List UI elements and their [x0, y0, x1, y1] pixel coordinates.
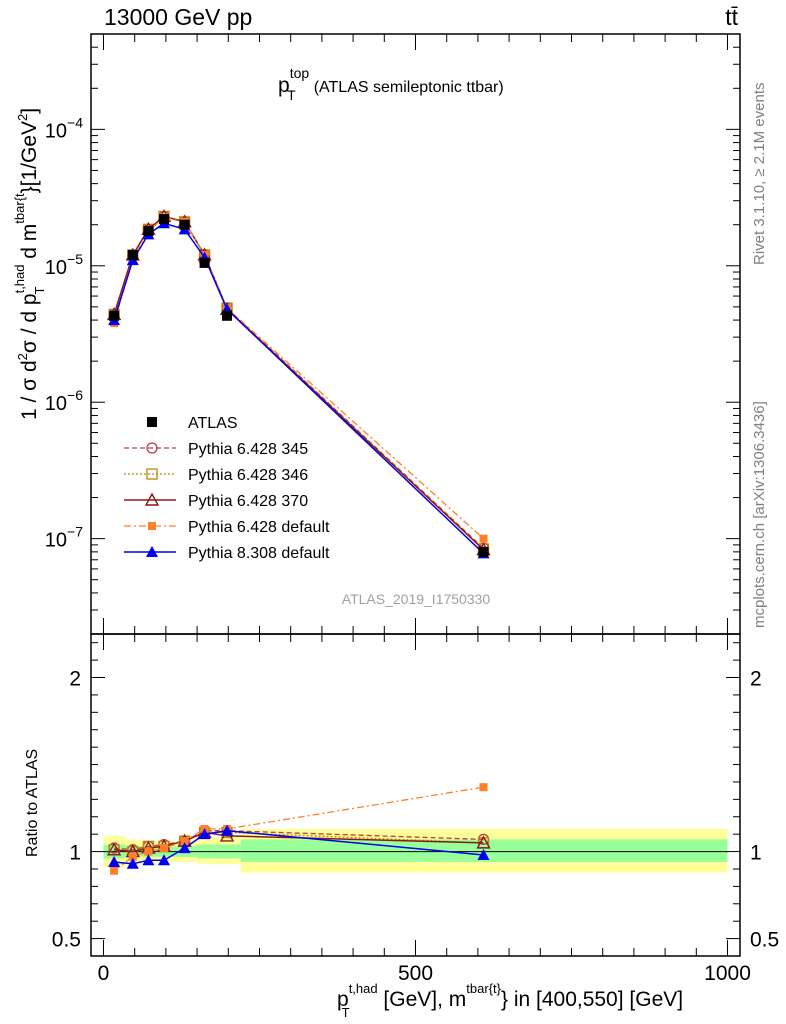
- main-point-atlas-6: [222, 310, 233, 321]
- ratio-series-group: [106, 783, 491, 875]
- main-point-atlas-0: [109, 310, 120, 321]
- rivet-version-text: Rivet 3.1.10, ≥ 2.1M events: [751, 83, 768, 266]
- main-y-tick-label-0: 10−7: [45, 524, 83, 552]
- page-header-right: tt̄: [725, 4, 738, 30]
- ratio-point-p6def-1: [128, 852, 137, 861]
- legend-item-p6def: Pythia 6.428 default: [124, 519, 330, 536]
- main-axis-ticks: 10−7 10−6 10−5 10−4: [45, 33, 740, 635]
- main-point-p6def-7: [479, 534, 488, 543]
- legend-marker-p8def: [146, 546, 158, 557]
- x-tick-label-0: 0: [98, 962, 110, 985]
- legend-marker-p345: [146, 442, 158, 454]
- legend-item-atlas: ATLAS: [147, 415, 238, 432]
- main-chart-title: ptop T (ATLAS semileptonic ttbar): [278, 65, 504, 103]
- legend-marker-p6def: [148, 522, 156, 530]
- ratio-point-p8def-2: [142, 854, 155, 866]
- ratio-point-p8def-6: [221, 824, 234, 836]
- legend-label-p345: Pythia 6.428 345: [188, 441, 308, 458]
- ratio-point-p8def-3: [158, 854, 171, 866]
- legend-label-p370: Pythia 6.428 370: [188, 493, 308, 510]
- legend-item-p345: Pythia 6.428 345: [124, 441, 308, 458]
- main-y-tick-label-1: 10−6: [45, 387, 83, 415]
- ratio-point-p6def-3: [160, 844, 169, 853]
- ratio-point-p6def-7: [479, 783, 488, 792]
- ratio-y-axis-label: Ratio to ATLAS: [24, 749, 41, 857]
- ratio-y-tick-label-left-2: 2: [69, 668, 81, 691]
- legend: ATLAS Pythia 6.428 345 Pythia 6.428 346 Pyt…: [124, 415, 330, 562]
- main-point-atlas-3: [159, 214, 170, 225]
- legend-marker-atlas: [147, 417, 157, 427]
- x-axis-label: pt,had T [GeV], mtbar{t}} in [400,550] [G…: [337, 981, 683, 1020]
- legend-marker-p346: [146, 468, 158, 480]
- main-point-atlas-7: [478, 546, 489, 557]
- x-tick-label-1: 500: [398, 962, 433, 985]
- ratio-series-p8def: [108, 824, 490, 869]
- legend-marker-p370: [144, 492, 160, 506]
- main-y-axis-label: 1 / σ d2σ / d pt,had T d mtbar{t}[1/GeV2]: [12, 108, 47, 420]
- legend-label-p346: Pythia 6.428 346: [188, 467, 308, 484]
- legend-label-atlas: ATLAS: [188, 415, 238, 432]
- ratio-y-tick-label-right-0: 0.5: [750, 929, 779, 952]
- ratio-axis-ticks: 0.5 0.5 1 1 2 2 0 500 1000: [52, 634, 779, 985]
- ratio-point-p8def-4: [178, 842, 191, 854]
- main-series-group: [106, 208, 491, 559]
- ratio-point-p6def-2: [144, 847, 153, 856]
- ratio-point-p6def-4: [180, 837, 189, 846]
- ratio-point-p8def-7: [477, 849, 490, 861]
- main-point-atlas-1: [127, 249, 138, 260]
- legend-item-p370: Pythia 6.428 370: [124, 492, 308, 510]
- ratio-plot-frame: [90, 633, 741, 957]
- main-point-atlas-4: [179, 219, 190, 230]
- legend-item-p8def: Pythia 8.308 default: [124, 545, 330, 562]
- ratio-y-tick-label-right-1: 1: [750, 842, 762, 865]
- mcplots-reference-text: mcplots.cern.ch [arXiv:1306.3436]: [751, 401, 768, 628]
- main-point-atlas-2: [143, 225, 154, 236]
- ratio-y-tick-label-left-0: 0.5: [52, 929, 81, 952]
- legend-label-p8def: Pythia 8.308 default: [188, 545, 330, 562]
- main-y-tick-label-2: 10−5: [45, 251, 83, 279]
- ratio-point-p8def-5: [198, 828, 211, 840]
- main-y-tick-label-3: 10−4: [45, 114, 83, 142]
- ratio-point-p6def-0: [110, 866, 119, 875]
- x-tick-label-2: 1000: [704, 962, 751, 985]
- legend-item-p346: Pythia 6.428 346: [124, 467, 308, 484]
- main-series-atlas: [109, 214, 489, 557]
- main-point-atlas-5: [199, 257, 210, 268]
- ratio-point-p370-7: [476, 835, 491, 849]
- ratio-point-p8def-1: [126, 857, 139, 869]
- ratio-y-tick-label-left-1: 1: [69, 842, 81, 865]
- page-header-left: 13000 GeV pp: [104, 4, 253, 30]
- ratio-y-tick-label-right-2: 2: [750, 668, 762, 691]
- main-plot-frame: [90, 33, 741, 635]
- analysis-id-label: ATLAS_2019_I1750330: [342, 591, 491, 607]
- legend-label-p6def: Pythia 6.428 default: [188, 519, 330, 536]
- ratio-point-p370-0: [106, 842, 122, 856]
- ratio-point-p8def-0: [108, 856, 121, 868]
